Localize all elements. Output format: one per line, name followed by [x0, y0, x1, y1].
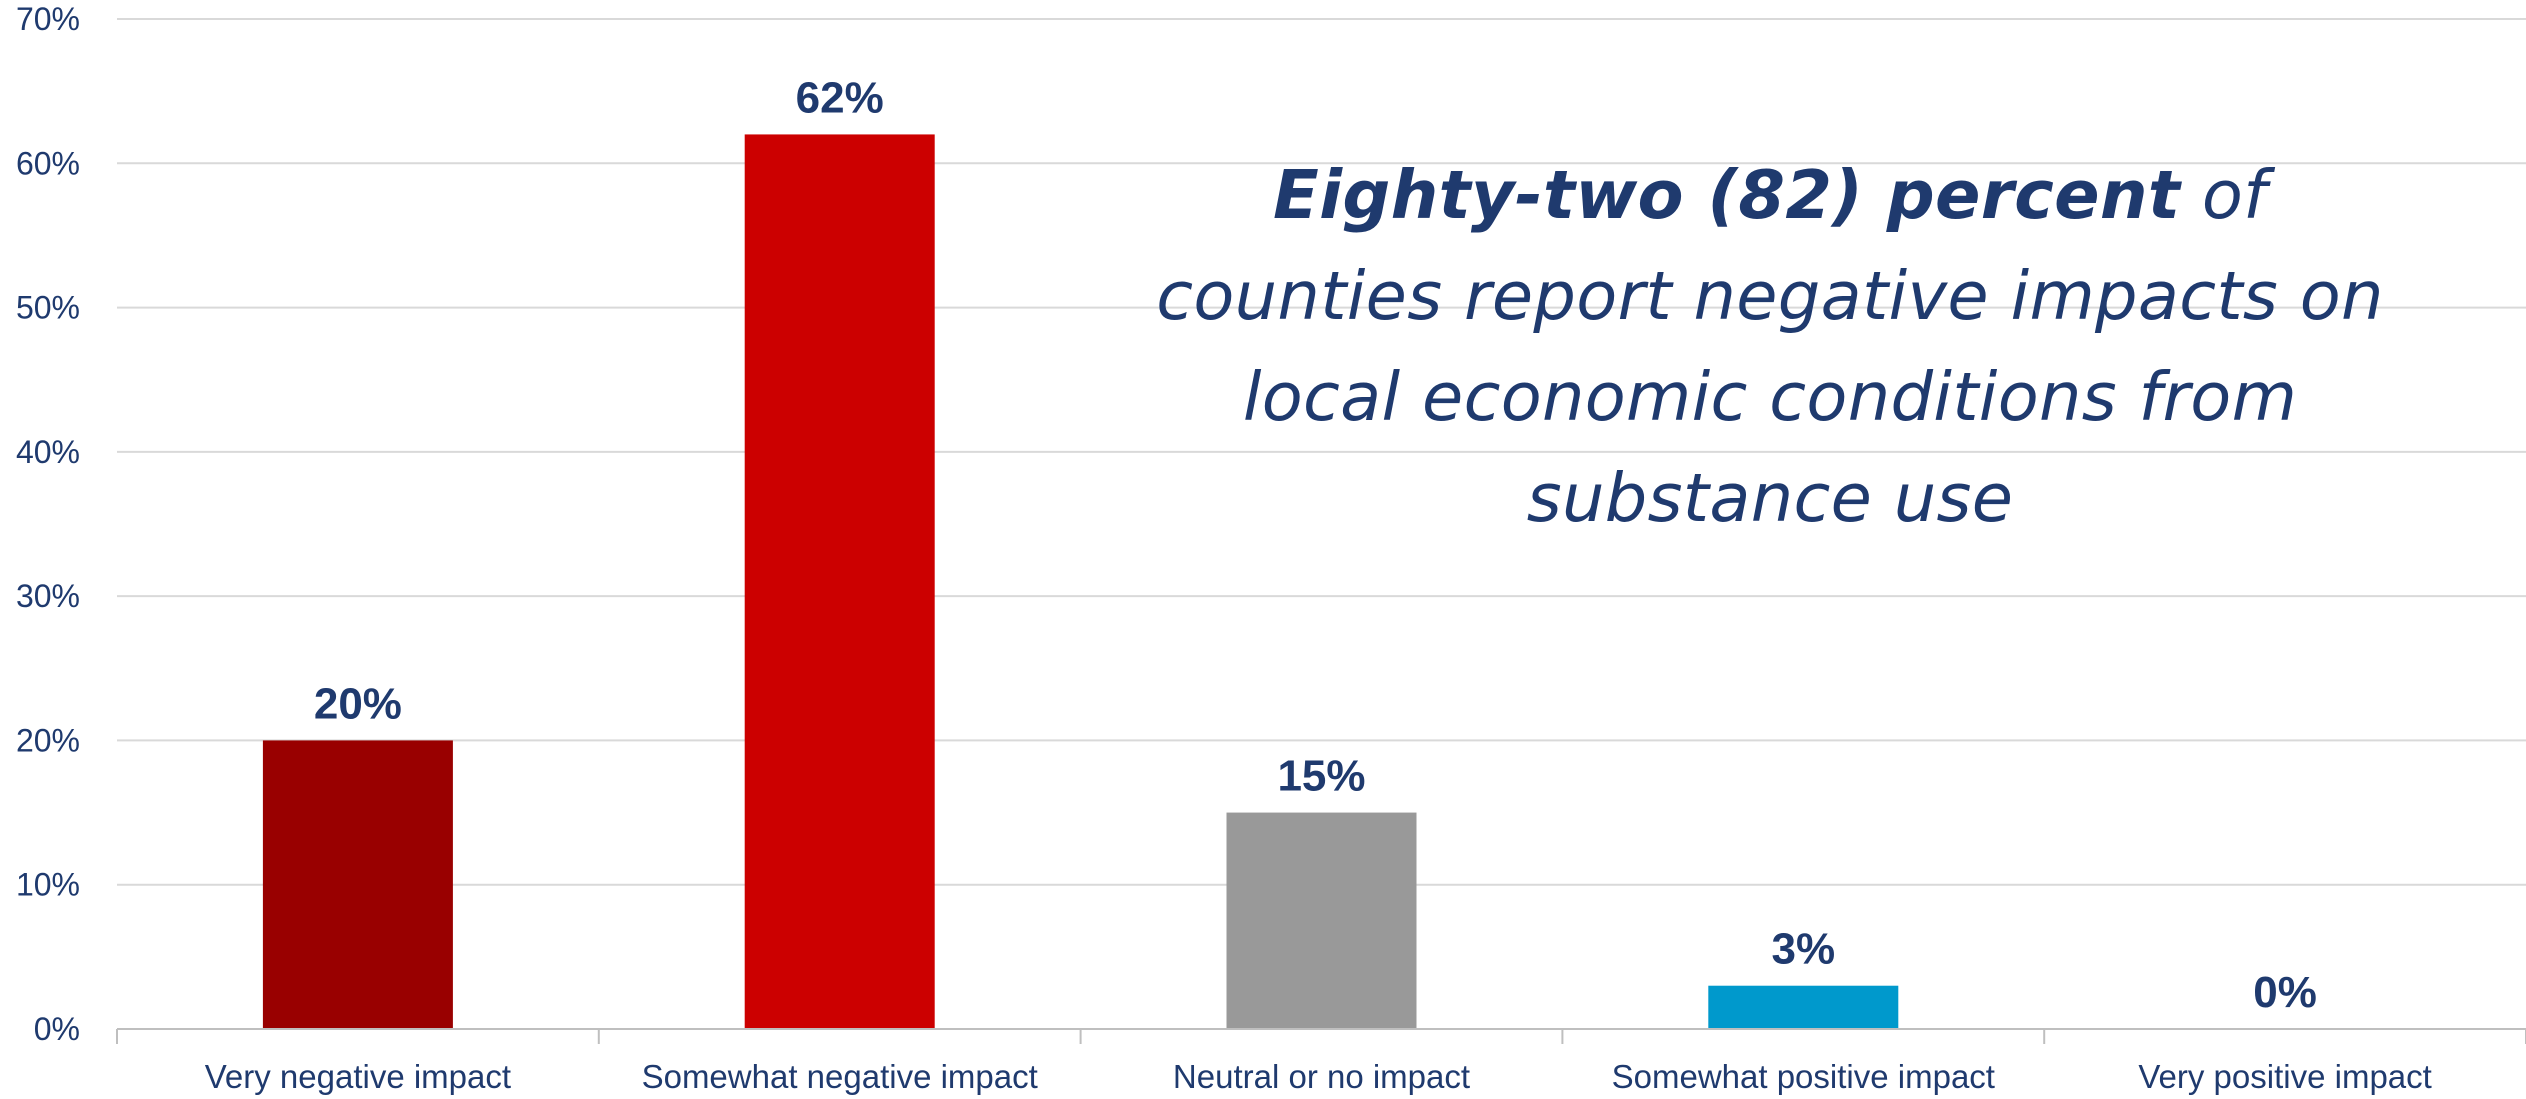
y-tick-label: 40% — [16, 434, 80, 470]
data-label: 20% — [314, 679, 402, 728]
bar — [262, 740, 453, 1029]
data-labels: 20% 62% 15% 3% 0% — [314, 73, 2317, 1017]
y-tick-label: 10% — [16, 867, 80, 903]
gridlines — [117, 18, 2526, 886]
x-tick-label: Very negative impact — [205, 1058, 511, 1095]
y-tick-label: 20% — [16, 722, 80, 758]
x-axis: Very negative impact Somewhat negative im… — [116, 1028, 2526, 1095]
x-tick-label: Somewhat positive impact — [1612, 1058, 1995, 1095]
y-tick-label: 70% — [16, 1, 80, 37]
y-tick-label: 60% — [16, 145, 80, 181]
data-label: 62% — [796, 73, 884, 122]
annotation-bold-text: Eighty-two (82) percent — [1273, 156, 2181, 234]
chart-annotation: Eighty-two (82) percent of counties repo… — [1120, 145, 2420, 549]
data-label: 3% — [1772, 925, 1836, 974]
bar — [1226, 812, 1417, 1029]
bars — [262, 134, 1899, 1029]
x-tick-label: Very positive impact — [2138, 1058, 2431, 1095]
annotation-rest-text: of counties report negative impacts on l… — [1156, 156, 2384, 537]
bar — [744, 134, 935, 1029]
data-label: 15% — [1277, 752, 1365, 801]
y-axis-ticks: 0% 10% 20% 30% 40% 50% 60% 70% — [16, 1, 80, 1047]
y-tick-label: 50% — [16, 290, 80, 326]
y-tick-label: 0% — [34, 1011, 80, 1047]
y-tick-label: 30% — [16, 578, 80, 614]
data-label: 0% — [2253, 968, 2317, 1017]
x-tick-label: Neutral or no impact — [1173, 1058, 1470, 1095]
x-tick-label: Somewhat negative impact — [642, 1058, 1038, 1095]
bar — [1708, 985, 1899, 1029]
